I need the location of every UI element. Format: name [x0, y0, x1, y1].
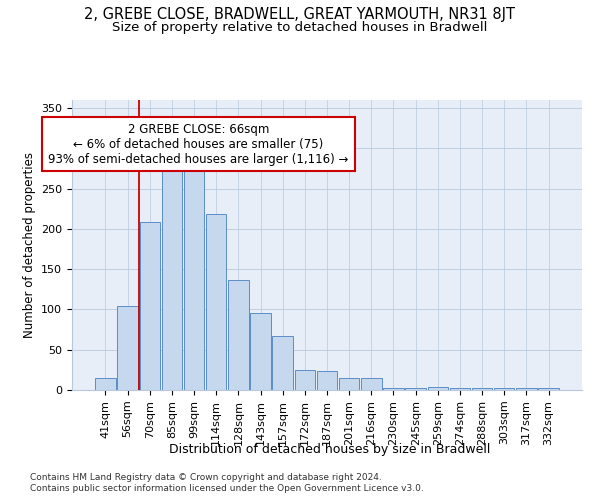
Bar — [250, 314, 271, 390]
Bar — [494, 388, 514, 390]
Y-axis label: Number of detached properties: Number of detached properties — [23, 152, 35, 338]
Bar — [428, 387, 448, 390]
Bar — [206, 214, 226, 390]
Bar — [406, 388, 426, 390]
Text: Size of property relative to detached houses in Bradwell: Size of property relative to detached ho… — [112, 21, 488, 34]
Text: Contains public sector information licensed under the Open Government Licence v3: Contains public sector information licen… — [30, 484, 424, 493]
Text: Contains HM Land Registry data © Crown copyright and database right 2024.: Contains HM Land Registry data © Crown c… — [30, 472, 382, 482]
Text: Distribution of detached houses by size in Bradwell: Distribution of detached houses by size … — [169, 442, 491, 456]
Text: 2, GREBE CLOSE, BRADWELL, GREAT YARMOUTH, NR31 8JT: 2, GREBE CLOSE, BRADWELL, GREAT YARMOUTH… — [85, 8, 515, 22]
Bar — [450, 388, 470, 390]
Bar — [472, 388, 493, 390]
Bar — [295, 370, 315, 390]
Bar — [140, 222, 160, 390]
Bar — [95, 378, 116, 390]
Text: 2 GREBE CLOSE: 66sqm
← 6% of detached houses are smaller (75)
93% of semi-detach: 2 GREBE CLOSE: 66sqm ← 6% of detached ho… — [48, 122, 349, 166]
Bar — [118, 306, 138, 390]
Bar — [317, 370, 337, 390]
Bar — [383, 388, 404, 390]
Bar — [272, 336, 293, 390]
Bar — [361, 378, 382, 390]
Bar — [339, 378, 359, 390]
Bar — [538, 388, 559, 390]
Bar — [161, 166, 182, 390]
Bar — [516, 388, 536, 390]
Bar — [228, 280, 248, 390]
Bar — [184, 166, 204, 390]
